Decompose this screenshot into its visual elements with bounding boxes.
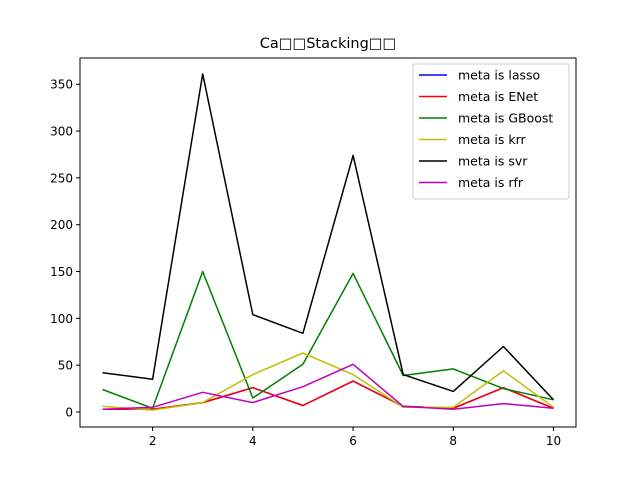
legend-label-2: meta is GBoost	[458, 111, 553, 126]
legend-label-1: meta is ENet	[458, 89, 538, 104]
series-line-5	[102, 363, 554, 410]
x-tick-label-3: 8	[449, 434, 457, 448]
x-tick-label-2: 6	[349, 434, 357, 448]
chart-title: Ca□□Stacking□□	[260, 36, 396, 52]
legend: meta is lasso meta is ENet meta is GBoost m…	[412, 63, 570, 200]
y-tick-label-0: 0	[65, 406, 73, 420]
y-tick-label-7: 350	[50, 78, 73, 92]
x-axis: 2 4 6 8 10	[149, 427, 561, 448]
y-axis: 0 50 100 150 200 250 300 350	[50, 78, 80, 420]
y-tick-label-1: 50	[58, 359, 73, 373]
legend-label-4: meta is svr	[458, 154, 528, 169]
legend-frame	[412, 63, 570, 200]
series-line-4	[102, 73, 555, 401]
y-tick-label-3: 150	[50, 265, 73, 279]
series-line-2	[102, 270, 554, 410]
y-tick-label-2: 100	[50, 312, 73, 326]
x-tick-label-1: 4	[249, 434, 257, 448]
x-tick-label-4: 10	[546, 434, 561, 448]
legend-label-5: meta is rfr	[458, 175, 524, 190]
legend-label-0: meta is lasso	[458, 68, 540, 83]
x-tick-label-0: 2	[149, 434, 157, 448]
series-lines	[102, 73, 555, 411]
series-line-3	[102, 352, 554, 411]
plot-frame	[79, 57, 577, 428]
y-tick-label-6: 300	[50, 125, 73, 139]
y-tick-label-4: 200	[50, 218, 73, 232]
legend-label-3: meta is krr	[458, 132, 527, 147]
y-tick-label-5: 250	[50, 171, 73, 185]
